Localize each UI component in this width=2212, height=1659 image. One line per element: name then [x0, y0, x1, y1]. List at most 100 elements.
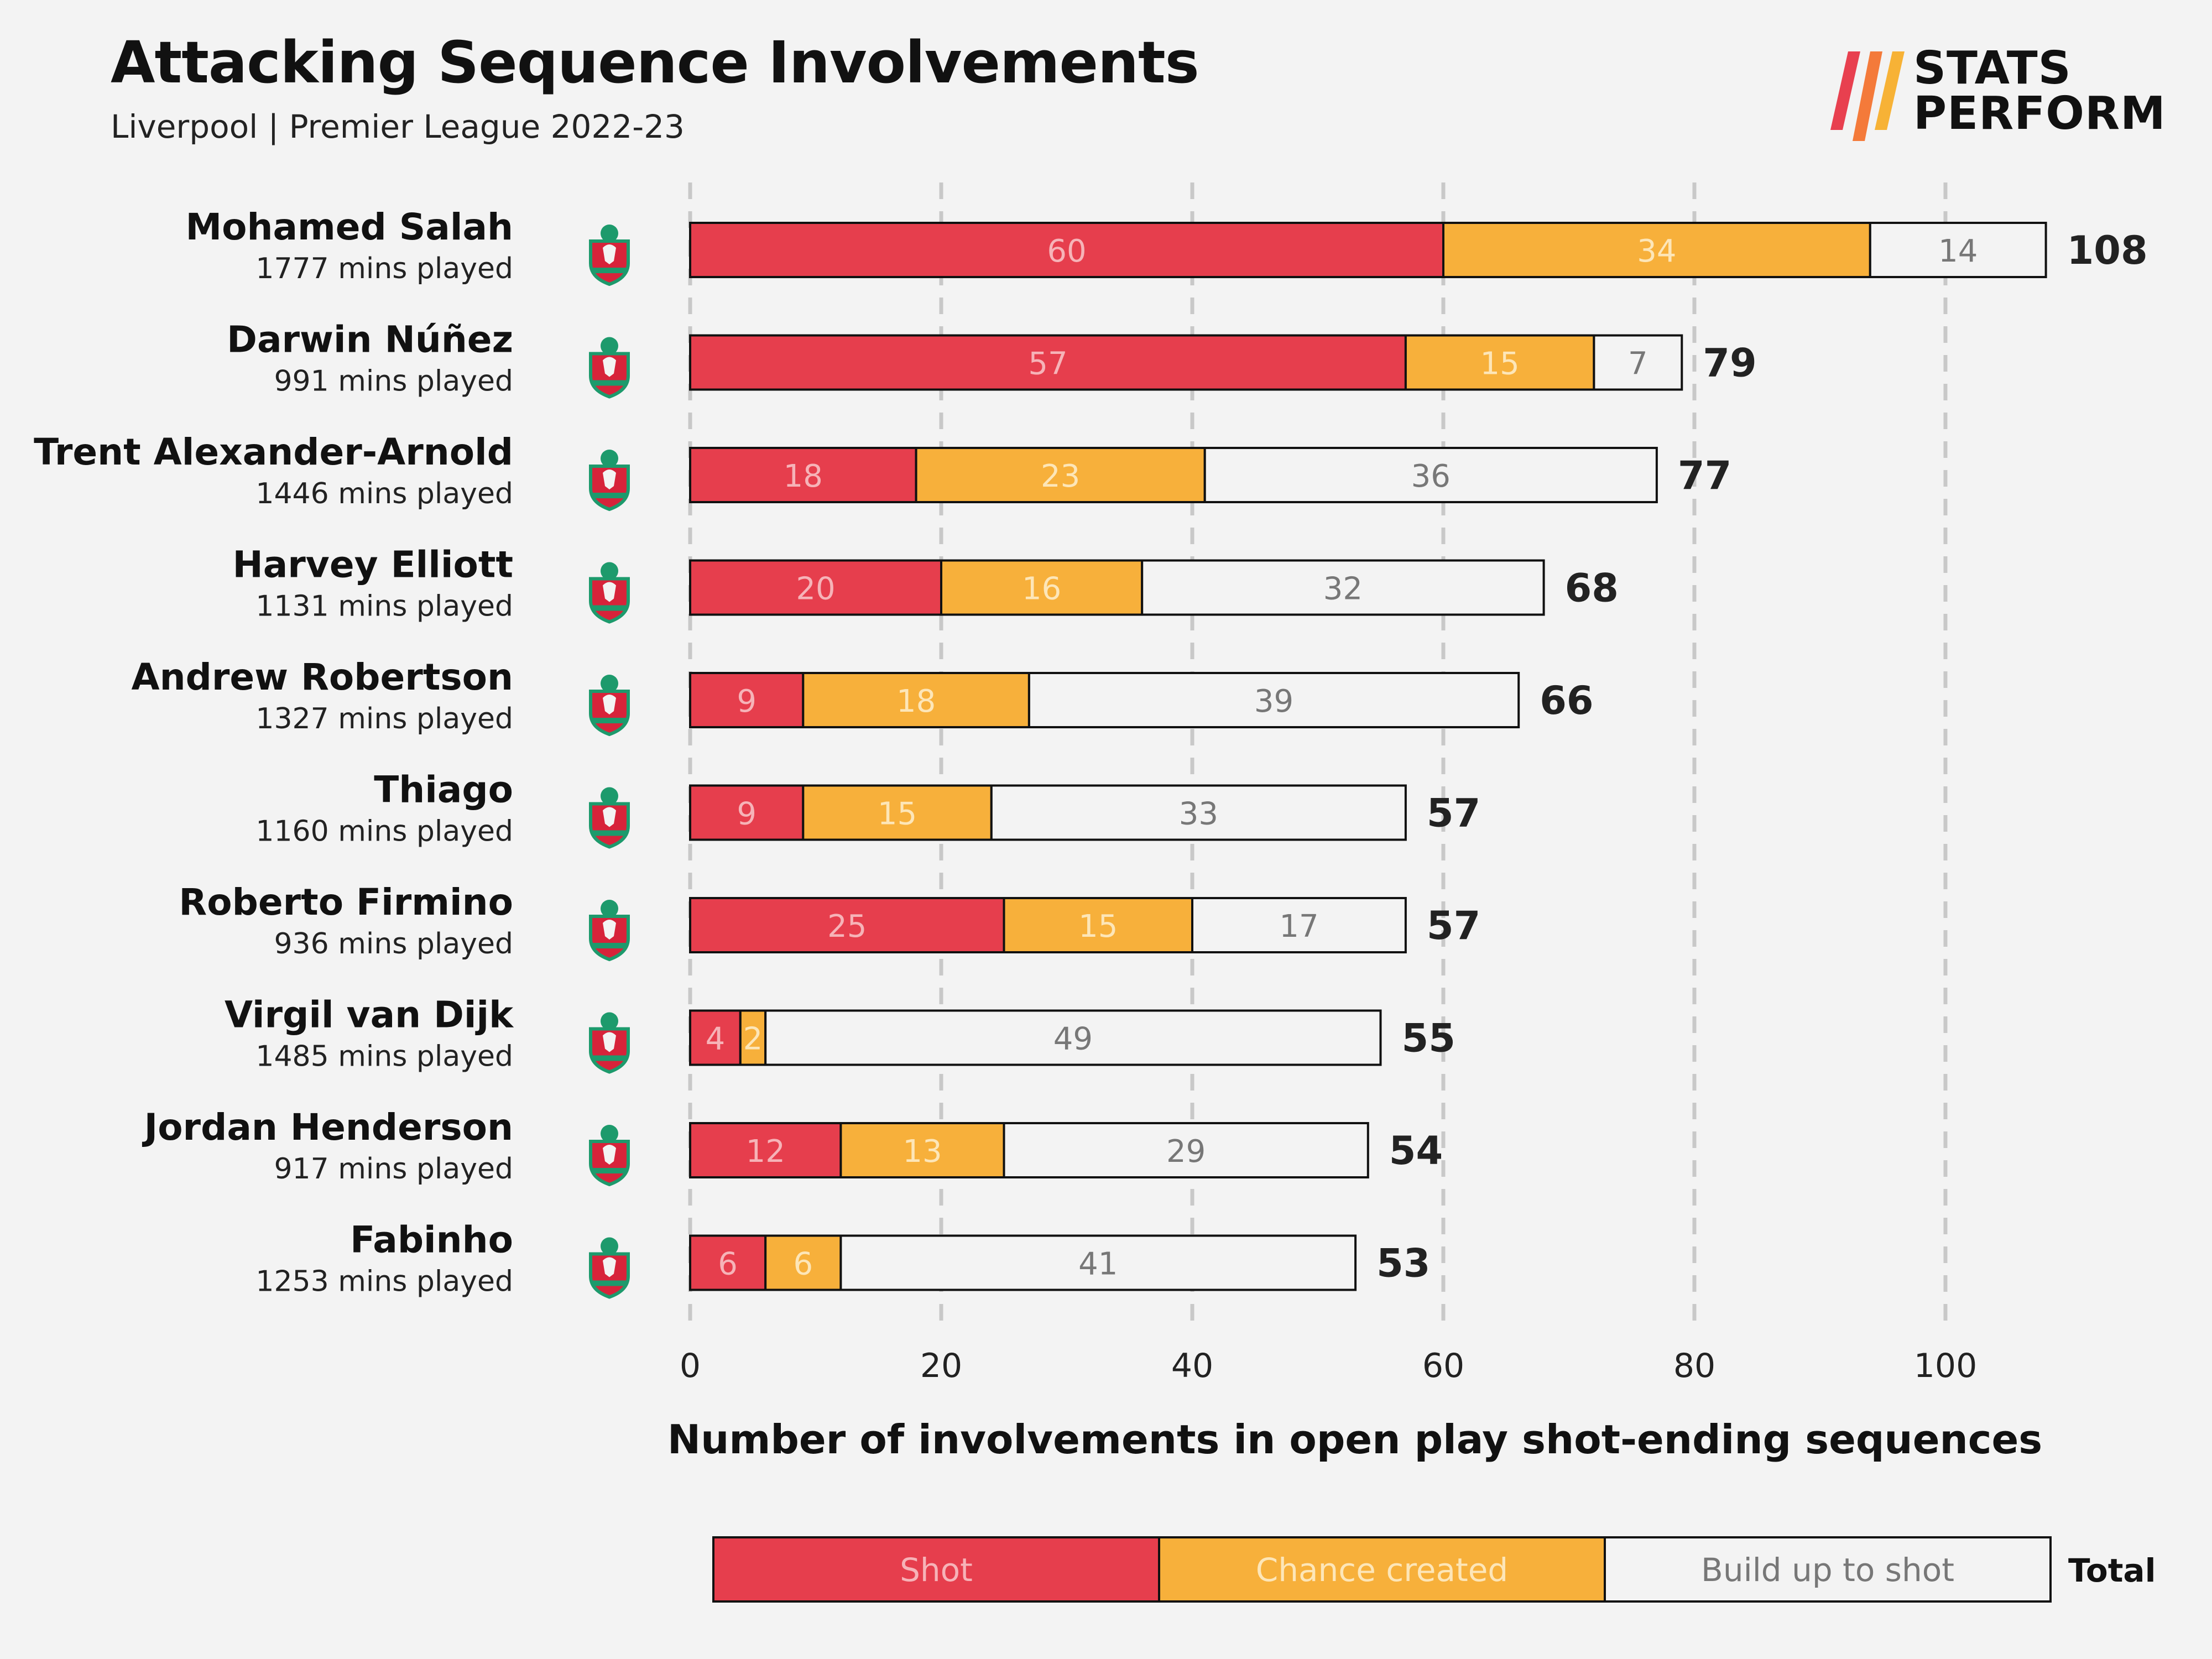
crest-flame: [601, 225, 618, 242]
crest-flame: [601, 1012, 618, 1030]
bar-segment-chance-created: [1003, 897, 1193, 953]
bar-segment-label: 41: [1078, 1246, 1118, 1282]
crest-flame: [601, 450, 618, 467]
crest-banner: [593, 605, 626, 611]
crest-liverbird: [603, 920, 616, 940]
bar-segment-chance-created: [839, 1122, 1005, 1178]
bar-segment-build-up-to-shot: [1141, 559, 1545, 616]
bar-segment-label: 60: [1047, 233, 1086, 269]
bar-segment-label: 15: [1480, 346, 1520, 382]
bar-segment-build-up-to-shot: [764, 1009, 1382, 1066]
bar-segment-label: 36: [1411, 458, 1451, 494]
crest-banner: [593, 268, 626, 273]
player-name: Jordan Henderson: [142, 1106, 513, 1149]
logo-line-stats: STATS: [1913, 42, 2072, 95]
crest-flame: [601, 675, 618, 692]
crest-liverbird: [603, 244, 616, 264]
bar-segment-chance-created: [1442, 222, 1871, 278]
crest-liverbird: [603, 695, 616, 714]
crest-banner: [593, 718, 626, 723]
liverpool-crest-icon: [589, 562, 630, 624]
player-name: Roberto Firmino: [179, 881, 513, 924]
bar-segment-label: 13: [902, 1134, 942, 1170]
chart-legend: Shot Chance created Build up to shot Total: [712, 1536, 2156, 1603]
crest-banner: [593, 493, 626, 498]
bar-segment-build-up-to-shot: [1191, 897, 1407, 953]
player-name: Andrew Robertson: [132, 656, 513, 698]
player-name: Thiago: [374, 769, 513, 811]
bar-total-label: 77: [1678, 453, 1731, 498]
bar-segment-label: 57: [1028, 346, 1067, 382]
bar-total-label: 53: [1376, 1241, 1430, 1286]
bar-segment-label: 7: [1628, 346, 1648, 382]
player-mins: 1160 mins played: [255, 815, 513, 848]
crest-flame: [601, 562, 618, 580]
chart-subtitle: Liverpool | Premier League 2022-23: [111, 108, 685, 145]
crest-flame: [601, 1125, 618, 1142]
liverpool-crest-icon: [589, 1012, 630, 1074]
bar-segment-label: 6: [793, 1246, 813, 1282]
liverpool-crest-icon: [589, 675, 630, 737]
crest-banner: [593, 1055, 626, 1061]
bar-segment-shot: [689, 1009, 742, 1066]
bar-segment-shot: [689, 784, 805, 841]
x-tick-label: 80: [1673, 1347, 1715, 1385]
crest-banner: [593, 1168, 626, 1173]
bar-segment-label: 9: [737, 796, 757, 832]
bar-total-label: 57: [1427, 903, 1480, 948]
bar-segment-label: 33: [1179, 796, 1218, 832]
x-tick-label: 40: [1171, 1347, 1213, 1385]
player-name: Darwin Núñez: [227, 319, 513, 361]
bar-segment-label: 49: [1053, 1021, 1093, 1057]
crest-flame: [601, 787, 618, 805]
chart-title: Attacking Sequence Involvements: [111, 29, 1199, 96]
liverpool-crest-icon: [589, 337, 630, 399]
bar-segment-build-up-to-shot: [839, 1234, 1357, 1291]
bar-segment-label: 6: [718, 1246, 738, 1282]
player-name: Virgil van Dijk: [225, 994, 514, 1036]
bar-segment-chance-created: [1404, 334, 1595, 391]
bar-segment-label: 12: [746, 1134, 785, 1170]
bar-segment-shot: [689, 222, 1444, 278]
legend-swatch: [712, 1536, 1160, 1603]
bar-segment-label: 29: [1166, 1134, 1206, 1170]
stats-perform-logo: STATS PERFORM: [1830, 46, 2166, 141]
player-mins: 936 mins played: [274, 927, 513, 961]
bar-segment-label: 16: [1022, 571, 1061, 607]
bar-segment-label: 2: [743, 1021, 763, 1057]
logo-wordmark: STATS PERFORM: [1913, 46, 2166, 137]
bar-segment-label: 20: [796, 571, 835, 607]
crest-flame: [601, 1237, 618, 1255]
crest-liverbird: [603, 357, 616, 377]
crest-liverbird: [603, 1032, 616, 1052]
legend-label: Shot: [900, 1551, 973, 1589]
bar-segment-label: 18: [896, 684, 936, 719]
legend-swatch: [1604, 1536, 2052, 1603]
logo-line-perform: PERFORM: [1913, 87, 2166, 140]
crest-flame: [601, 900, 618, 917]
bar-segment-chance-created: [764, 1234, 842, 1291]
x-tick-label: 100: [1914, 1347, 1978, 1385]
liverpool-crest-icon: [589, 1237, 630, 1299]
player-name: Harvey Elliott: [232, 544, 513, 586]
bar-segment-build-up-to-shot: [1003, 1122, 1369, 1178]
crest-liverbird: [603, 807, 616, 827]
bar-total-label: 66: [1540, 678, 1593, 723]
bar-segment-build-up-to-shot: [1869, 222, 2047, 278]
bar-segment-label: 14: [1938, 233, 1978, 269]
crest-flame: [601, 337, 618, 355]
bar-segment-build-up-to-shot: [1593, 334, 1683, 391]
crest-banner: [593, 380, 626, 386]
bar-segment-shot: [689, 447, 917, 503]
bar-segment-label: 25: [827, 909, 867, 945]
bar-total-label: 108: [2067, 228, 2148, 273]
liverpool-crest-icon: [589, 1125, 630, 1187]
bar-segment-label: 34: [1637, 233, 1676, 269]
player-mins: 1485 mins played: [255, 1040, 513, 1073]
liverpool-crest-icon: [589, 450, 630, 512]
bar-segment-label: 4: [706, 1021, 726, 1057]
legend-label: Build up to shot: [1701, 1551, 1954, 1589]
bar-segment-build-up-to-shot: [990, 784, 1407, 841]
bar-segment-shot: [689, 1122, 842, 1178]
